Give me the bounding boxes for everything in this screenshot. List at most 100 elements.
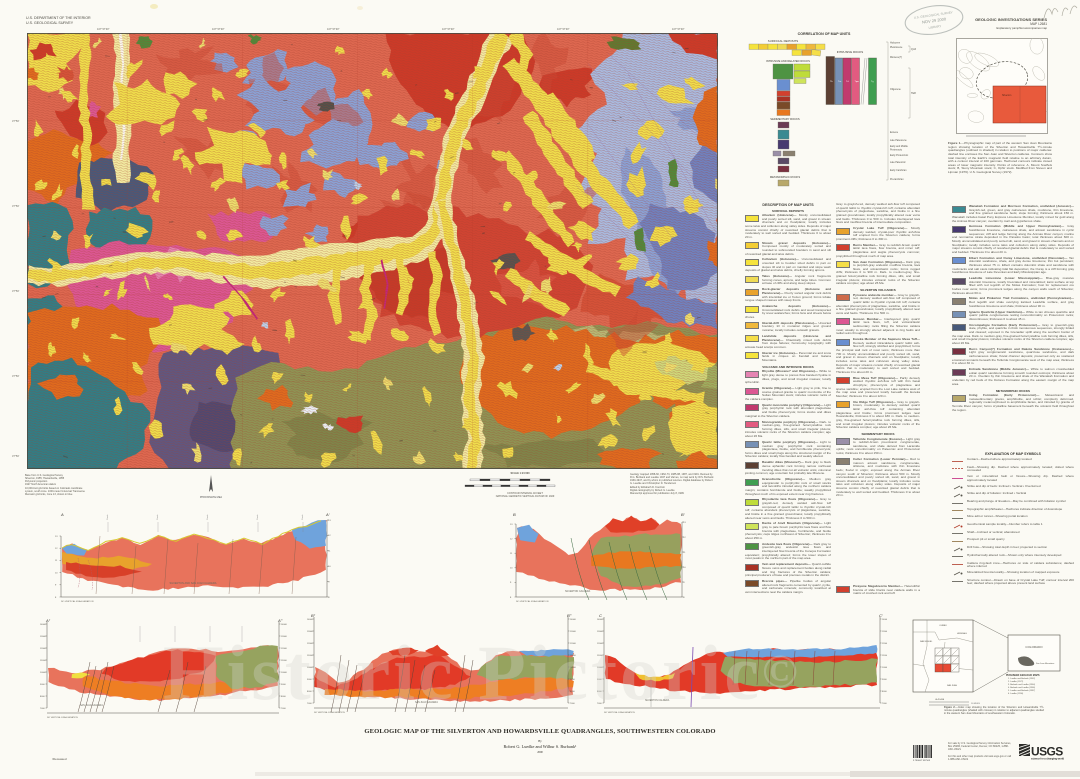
svg-text:7000: 7000 <box>597 703 602 705</box>
svg-text:8000: 8000 <box>281 696 286 698</box>
svg-text:Early Proterozoic: Early Proterozoic <box>890 154 909 157</box>
svg-text:C: C <box>599 613 602 618</box>
svg-text:B‴: B‴ <box>567 613 572 618</box>
svg-text:SAN JUAN CALDERA: SAN JUAN CALDERA <box>80 704 103 707</box>
svg-text:12: 12 <box>683 537 686 539</box>
svg-text:9: 9 <box>328 581 330 583</box>
svg-text:7000: 7000 <box>882 703 887 705</box>
svg-text:12000: 12000 <box>570 643 577 645</box>
svg-text:9000: 9000 <box>882 679 887 681</box>
svg-text:Silverton: Silverton <box>1002 94 1012 97</box>
svg-text:science for a changing world: science for a changing world <box>1031 758 1064 761</box>
svg-text:8000: 8000 <box>40 696 45 698</box>
svg-text:A‴: A‴ <box>277 618 283 623</box>
svg-text:HINSDALE: HINSDALE <box>957 632 968 635</box>
svg-text:9000: 9000 <box>570 679 575 681</box>
svg-text:14000: 14000 <box>570 619 577 621</box>
svg-text:8: 8 <box>55 597 57 599</box>
svg-text:NO VERTICAL EXAGGERATION: NO VERTICAL EXAGGERATION <box>61 600 94 603</box>
svg-text:12000: 12000 <box>882 643 887 645</box>
svg-text:12: 12 <box>510 538 513 540</box>
svg-text:INTRUSIVE ROCKS: INTRUSIVE ROCKS <box>837 50 864 54</box>
svg-text:Creek: Creek <box>207 515 209 520</box>
svg-text:13000: 13000 <box>281 636 288 638</box>
svg-text:NO VERTICAL EXAGGERATION: NO VERTICAL EXAGGERATION <box>47 716 78 719</box>
svg-text:12000: 12000 <box>597 643 604 645</box>
svg-text:9: 9 <box>683 582 685 584</box>
svg-text:SILVERTON AND SAN JUAN CAL: SILVERTON AND SAN JUAN CALDERA <box>170 581 217 585</box>
svg-text:10 MILES: 10 MILES <box>971 703 980 705</box>
svg-text:14000: 14000 <box>597 619 604 621</box>
svg-text:Td: Td <box>846 81 849 83</box>
svg-text:10000: 10000 <box>281 672 288 674</box>
svg-text:9000: 9000 <box>40 684 45 686</box>
svg-text:USGS: USGS <box>1031 745 1063 759</box>
svg-text:12: 12 <box>328 535 331 537</box>
svg-text:10000: 10000 <box>307 667 314 669</box>
svg-text:11: 11 <box>683 552 686 554</box>
svg-text:14000: 14000 <box>40 624 47 626</box>
svg-text:13000: 13000 <box>307 631 314 633</box>
svg-text:METAMORPHIC ROCKS: METAMORPHIC ROCKS <box>770 175 800 179</box>
svg-text:13000: 13000 <box>570 631 577 633</box>
svg-text:11: 11 <box>510 553 513 555</box>
svg-text:13: 13 <box>328 520 331 522</box>
svg-text:Proterozoic: Proterozoic <box>890 149 903 152</box>
svg-text:13: 13 <box>55 536 58 538</box>
svg-text:8: 8 <box>683 597 685 599</box>
svg-text:10: 10 <box>55 572 58 574</box>
svg-text:10: 10 <box>510 568 513 570</box>
svg-text:11000: 11000 <box>882 655 887 657</box>
svg-text:11000: 11000 <box>570 655 576 657</box>
svg-text:LIBRARY: LIBRARY <box>928 24 941 30</box>
svg-text:Early and Middle: Early and Middle <box>890 145 908 148</box>
svg-text:A: A <box>60 512 64 517</box>
svg-text:OURAY: OURAY <box>939 624 947 627</box>
svg-text:7000: 7000 <box>307 703 312 705</box>
svg-text:10: 10 <box>328 566 331 568</box>
svg-text:U.S. GEOLOGICAL SURVEY: U.S. GEOLOGICAL SURVEY <box>914 10 954 19</box>
svg-text:9000: 9000 <box>281 684 286 686</box>
svg-text:9: 9 <box>510 582 512 584</box>
svg-text:Late Paleozoic: Late Paleozoic <box>890 161 906 164</box>
svg-text:1. Luedke and Burbank (1962): 1. Luedke and Burbank (1962) <box>1008 678 1035 680</box>
svg-text:13: 13 <box>510 524 513 526</box>
svg-text:San Juan Mountains: San Juan Mountains <box>1036 662 1054 665</box>
svg-text:NO VERTICAL EXAGGERATION: NO VERTICAL EXAGGERATION <box>604 711 635 714</box>
svg-text:Creek: Creek <box>257 515 259 520</box>
svg-text:NO VERTICAL EXAGGERATION: NO VERTICAL EXAGGERATION <box>314 711 345 714</box>
svg-text:SAN MIGUEL: SAN MIGUEL <box>920 640 933 643</box>
svg-text:7000: 7000 <box>570 703 575 705</box>
svg-text:SURFICIAL DEPOSITS: SURFICIAL DEPOSITS <box>768 39 798 43</box>
svg-text:10000: 10000 <box>882 667 887 669</box>
svg-text:3. Burbank and Luedke (1964): 3. Burbank and Luedke (1964) <box>1008 684 1035 686</box>
svg-text:11000: 11000 <box>40 660 46 662</box>
svg-text:9 780607 937563: 9 780607 937563 <box>913 760 931 762</box>
svg-text:QUATERNARY: QUATERNARY <box>911 48 916 51</box>
svg-text:10: 10 <box>683 567 686 569</box>
svg-text:Creek: Creek <box>157 515 159 520</box>
svg-text:4. Burbank and Luedke (1966): 4. Burbank and Luedke (1966) <box>1008 687 1035 689</box>
svg-text:11: 11 <box>55 560 58 562</box>
svg-text:2. Luedke (1972): 2. Luedke (1972) <box>1008 681 1023 683</box>
svg-text:CORRELATION OF MAP UNITS: CORRELATION OF MAP UNITS <box>798 32 851 36</box>
svg-text:11000: 11000 <box>307 655 313 657</box>
svg-text:8000: 8000 <box>307 691 312 693</box>
svg-text:7000: 7000 <box>40 708 45 710</box>
svg-text:Tm: Tm <box>838 81 841 83</box>
svg-text:12: 12 <box>55 548 58 550</box>
svg-text:Late Paleocene: Late Paleocene <box>890 139 907 142</box>
svg-text:7000: 7000 <box>281 708 286 710</box>
svg-text:Precambrian: Precambrian <box>890 178 904 181</box>
svg-text:8000: 8000 <box>882 691 887 693</box>
svg-text:SILVERTON CALDERA: SILVERTON CALDERA <box>565 590 591 593</box>
svg-text:9000: 9000 <box>307 679 312 681</box>
svg-text:14000: 14000 <box>281 624 288 626</box>
svg-text:Miocene(?): Miocene(?) <box>890 56 902 59</box>
svg-text:APPROXIMATE MEAN: APPROXIMATE MEAN <box>200 496 222 499</box>
svg-text:Holocene: Holocene <box>890 42 901 45</box>
svg-text:Pleistocene: Pleistocene <box>890 46 903 49</box>
svg-text:A″: A″ <box>45 618 51 623</box>
svg-text:9000: 9000 <box>597 679 602 681</box>
svg-text:SEDIMENTARY ROCKS: SEDIMENTARY ROCKS <box>770 117 800 121</box>
